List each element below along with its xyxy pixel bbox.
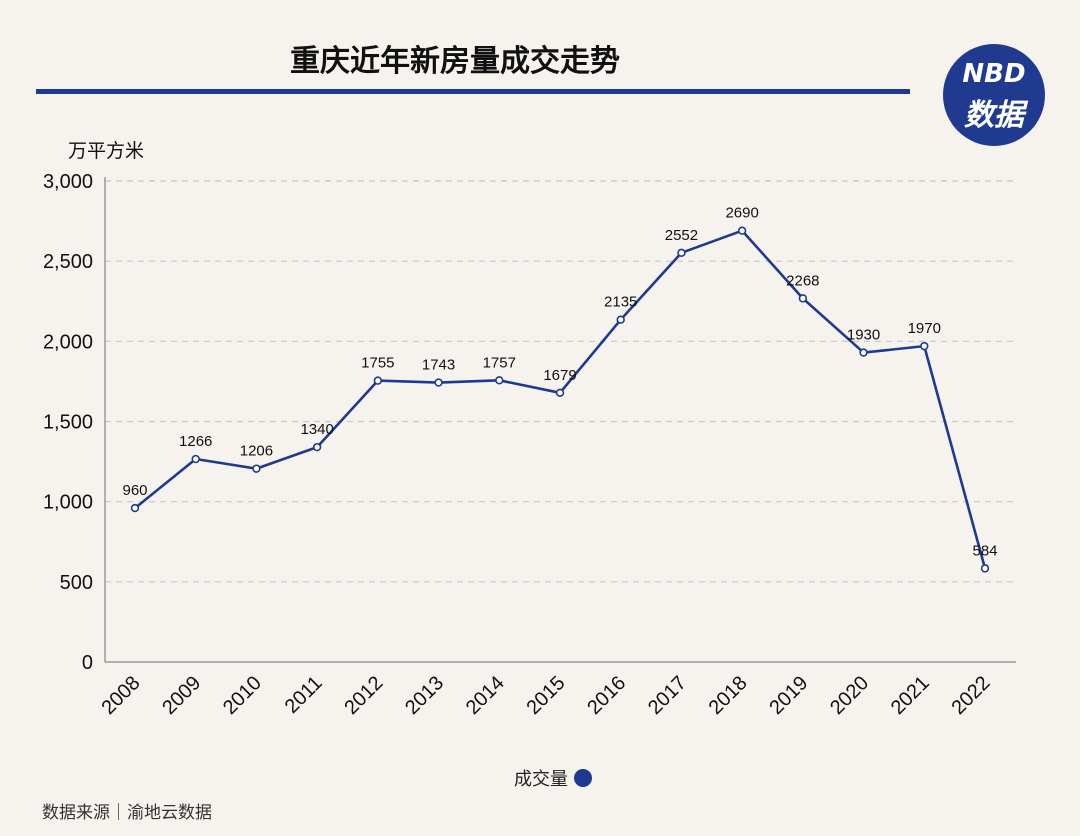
data-point bbox=[434, 378, 443, 387]
y-tick-label: 2,500 bbox=[43, 251, 93, 273]
data-point bbox=[737, 226, 747, 235]
nbd-logo: NBD 数据 bbox=[943, 44, 1045, 146]
legend-swatch bbox=[574, 769, 592, 787]
data-label: 1970 bbox=[908, 320, 941, 337]
data-label: 584 bbox=[972, 542, 997, 559]
x-tick-label: 2012 bbox=[340, 672, 387, 719]
data-label: 1743 bbox=[422, 357, 455, 374]
logo-text-top: NBD bbox=[962, 59, 1026, 89]
y-tick-label: 2,000 bbox=[43, 331, 93, 353]
data-point bbox=[130, 503, 140, 513]
data-point bbox=[252, 464, 261, 473]
data-label: 1340 bbox=[300, 421, 333, 438]
x-tick-label: 2009 bbox=[158, 672, 205, 719]
data-point bbox=[555, 388, 565, 398]
data-label: 1755 bbox=[361, 355, 394, 372]
chart-legend: 成交量 bbox=[514, 765, 592, 791]
data-source: 数据来源｜渝地云数据 bbox=[42, 803, 212, 823]
data-point bbox=[616, 315, 625, 324]
data-point bbox=[920, 341, 929, 351]
legend-label: 成交量 bbox=[514, 769, 568, 790]
x-tick-label: 2008 bbox=[98, 672, 145, 719]
y-axis-unit-label: 万平方米 bbox=[68, 140, 145, 162]
data-point bbox=[980, 564, 990, 573]
data-point bbox=[798, 294, 808, 303]
logo-text-bottom: 数据 bbox=[964, 98, 1024, 133]
data-label: 1266 bbox=[179, 433, 212, 450]
data-point bbox=[859, 348, 868, 357]
y-tick-label: 1,500 bbox=[43, 412, 93, 434]
y-tick-label: 1,000 bbox=[43, 492, 93, 514]
data-label: 2135 bbox=[604, 294, 637, 311]
y-tick-label: 500 bbox=[60, 572, 93, 594]
x-tick-label: 2020 bbox=[826, 672, 873, 719]
x-tick-label: 2016 bbox=[583, 672, 630, 719]
data-point bbox=[373, 376, 383, 385]
title-divider bbox=[36, 89, 910, 94]
x-tick-label: 2015 bbox=[523, 672, 570, 719]
y-tick-label: 3,000 bbox=[43, 171, 93, 193]
x-tick-label: 2018 bbox=[705, 672, 752, 719]
data-label: 1679 bbox=[543, 367, 576, 384]
x-tick-label: 2010 bbox=[219, 672, 266, 719]
chart-title: 重庆近年新房量成交走势 bbox=[290, 44, 620, 79]
data-label: 960 bbox=[122, 482, 147, 499]
series-line bbox=[134, 229, 987, 569]
data-point bbox=[495, 376, 504, 385]
x-tick-label: 2013 bbox=[401, 672, 448, 719]
data-label: 2690 bbox=[725, 205, 758, 222]
data-point bbox=[191, 454, 200, 464]
y-tick-label: 0 bbox=[82, 652, 93, 674]
x-tick-label: 2022 bbox=[948, 672, 995, 719]
data-label: 1930 bbox=[847, 327, 880, 344]
data-point bbox=[677, 248, 686, 258]
data-label: 1757 bbox=[483, 354, 516, 371]
data-label: 2552 bbox=[665, 227, 698, 244]
x-tick-label: 2017 bbox=[644, 672, 691, 719]
x-tick-label: 2021 bbox=[887, 672, 934, 719]
x-tick-label: 2019 bbox=[765, 672, 812, 719]
data-label: 1206 bbox=[240, 443, 273, 460]
data-label: 2268 bbox=[786, 272, 819, 289]
x-tick-label: 2014 bbox=[462, 672, 509, 719]
data-point bbox=[312, 442, 322, 452]
x-tick-label: 2011 bbox=[281, 672, 327, 718]
